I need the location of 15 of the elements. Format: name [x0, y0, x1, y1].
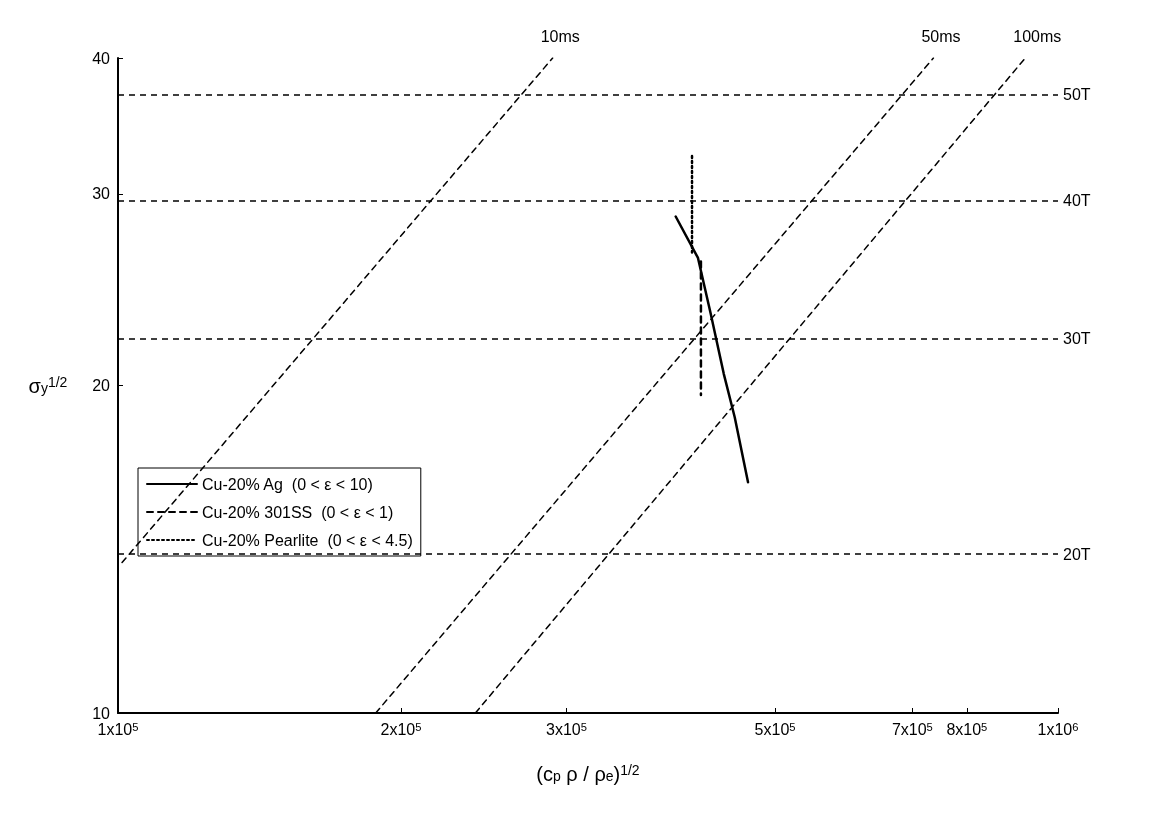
- legend-label: Cu-20% 301SS (0 < ε < 1): [202, 503, 394, 521]
- y-tick-label: 40: [92, 49, 111, 67]
- series-label: 100ms: [1013, 27, 1062, 45]
- legend-label: Cu-20% Pearlite (0 < ε < 4.5): [202, 531, 413, 549]
- ref-line-label: 40T: [1063, 191, 1091, 209]
- y-tick-label: 30: [92, 185, 111, 203]
- series-label: 50ms: [921, 27, 961, 45]
- ref-line-label: 20T: [1063, 545, 1091, 563]
- y-axis-title: σy1/2: [28, 374, 68, 397]
- y-tick-label: 10: [92, 704, 111, 722]
- ref-line-label: 30T: [1063, 329, 1091, 347]
- series-label: 10ms: [540, 27, 580, 45]
- legend-label: Cu-20% Ag (0 < ε < 10): [202, 475, 373, 493]
- y-tick-label: 20: [92, 377, 111, 394]
- ref-line-label: 50T: [1063, 86, 1091, 104]
